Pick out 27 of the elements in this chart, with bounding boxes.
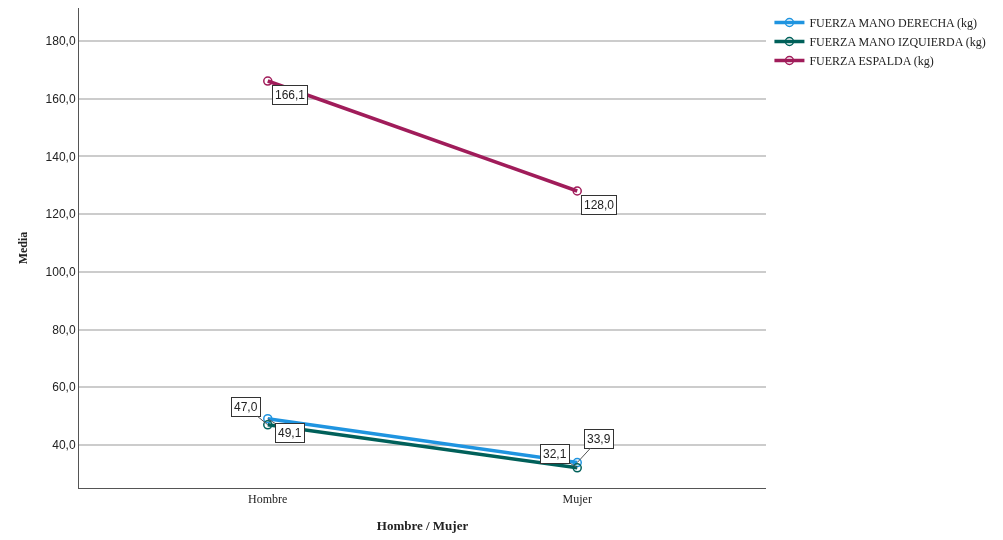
point: [572, 186, 582, 196]
x-tick-label: Hombre: [248, 492, 288, 507]
point: [263, 420, 273, 430]
data-label: 128,0: [584, 198, 615, 212]
data-label: 49,1: [278, 426, 302, 440]
y-tick-label: 140,0: [45, 149, 76, 164]
point: [263, 413, 273, 424]
point: [572, 457, 582, 468]
y-axis-title: Media: [15, 231, 30, 265]
point: [572, 463, 582, 473]
data-label: 32,1: [543, 447, 567, 461]
data-label: 47,0: [234, 400, 258, 414]
y-tick-label: 40,0: [52, 438, 76, 453]
y-tick-label: 180,0: [45, 34, 76, 49]
y-tick-label: 100,0: [45, 265, 76, 280]
y-tick-label: 60,0: [52, 380, 76, 395]
y-tick-label: 120,0: [45, 207, 76, 222]
point: [263, 76, 273, 86]
data-label: 166,1: [275, 88, 306, 102]
legend-label: FUERZA MANO DERECHA (kg): [809, 16, 978, 31]
y-tick-label: 80,0: [52, 322, 76, 337]
x-tick-label: Mujer: [562, 492, 592, 507]
x-axis-title: Hombre / Mujer: [376, 518, 469, 533]
y-tick-label: 160,0: [45, 91, 76, 106]
legend-label: FUERZA ESPALDA (kg): [809, 54, 934, 69]
data-label: 33,9: [587, 432, 611, 446]
legend-label: FUERZA MANO IZQUIERDA (kg): [809, 35, 986, 50]
